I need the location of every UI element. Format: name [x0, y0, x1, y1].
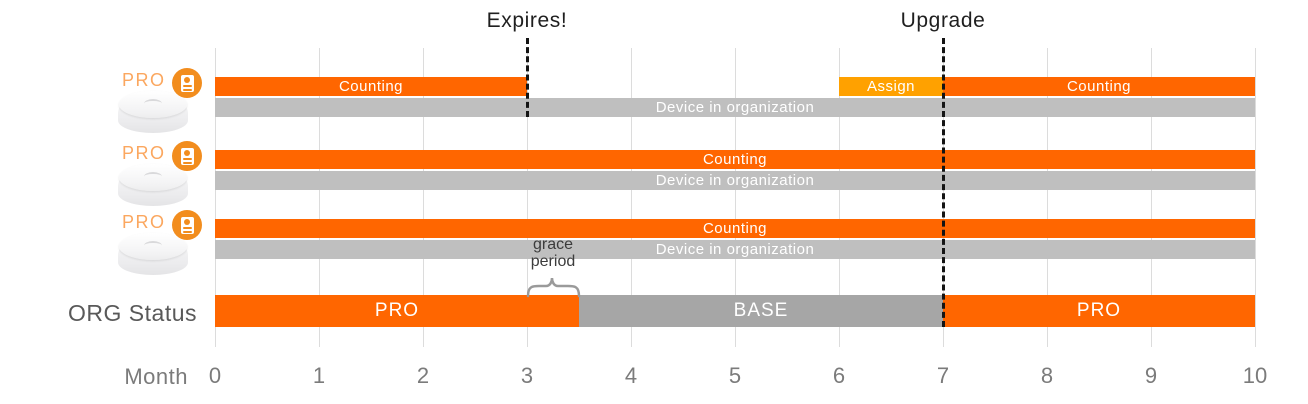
month-gridline — [1254, 48, 1256, 347]
expires-label: Expires! — [486, 9, 568, 32]
month-gridline — [1046, 48, 1048, 347]
license-seal-glyph — [184, 149, 190, 156]
month-tick-label: 9 — [1144, 363, 1158, 388]
license-text-line — [182, 84, 192, 87]
device-puck-slot — [144, 99, 162, 108]
month-axis-label: Month — [124, 364, 188, 389]
license-document-glyph — [180, 74, 194, 92]
device-puck-slot — [144, 241, 162, 250]
org-status-segment: PRO — [943, 295, 1255, 327]
grace-period-label: grace period — [531, 236, 575, 270]
month-tick-label: 3 — [520, 363, 534, 388]
org-status-segment: PRO — [215, 295, 579, 327]
org-status-segment: BASE — [579, 295, 943, 327]
pro-badge-label: PRO — [122, 143, 166, 163]
month-tick-label: 1 — [312, 363, 326, 388]
device-puck-icon — [118, 233, 188, 277]
month-gridline — [318, 48, 320, 347]
license-segment: Counting — [215, 219, 1255, 238]
license-segment: Assign — [839, 77, 943, 96]
month-gridline — [422, 48, 424, 347]
month-gridline — [526, 48, 528, 347]
license-icon — [172, 68, 202, 98]
grace-period-brace — [526, 277, 581, 298]
device-puck-top — [119, 233, 187, 260]
device-puck-top — [119, 91, 187, 118]
upgrade-dashed-line — [941, 38, 945, 327]
month-gridline — [630, 48, 632, 347]
month-tick-label: 5 — [728, 363, 742, 388]
month-gridline — [734, 48, 736, 347]
license-text-line — [182, 157, 192, 160]
month-gridline — [838, 48, 840, 347]
license-segment: Counting — [943, 77, 1255, 96]
license-icon — [172, 141, 202, 171]
presence-segment: Device in organization — [215, 171, 1255, 190]
license-icon — [172, 210, 202, 240]
month-tick-label: 6 — [832, 363, 846, 388]
license-seal-glyph — [184, 218, 190, 225]
pro-badge-label: PRO — [122, 70, 166, 90]
upgrade-label: Upgrade — [900, 9, 986, 32]
device-puck-slot — [144, 172, 162, 181]
license-text-line — [182, 230, 192, 233]
expires-dashed-line — [525, 38, 529, 117]
license-text-line — [182, 88, 192, 91]
license-seal-glyph — [184, 76, 190, 83]
pro-badge-label: PRO — [122, 212, 166, 232]
presence-segment: Device in organization — [215, 240, 1255, 259]
month-gridline — [214, 48, 216, 347]
license-segment: Counting — [215, 77, 527, 96]
license-text-line — [182, 161, 192, 164]
grace-period-label-line1: grace — [532, 236, 574, 253]
device-puck-top — [119, 164, 187, 191]
month-tick-label: 8 — [1040, 363, 1054, 388]
device-puck-icon — [118, 91, 188, 135]
month-tick-label: 0 — [208, 363, 222, 388]
org-status-label: ORG Status — [68, 300, 197, 326]
grace-period-label-line2: period — [530, 253, 576, 270]
license-text-line — [182, 226, 192, 229]
month-tick-label: 10 — [1242, 363, 1268, 388]
device-puck-icon — [118, 164, 188, 208]
license-segment: Counting — [215, 150, 1255, 169]
month-gridline — [1150, 48, 1152, 347]
month-tick-label: 7 — [936, 363, 950, 388]
month-tick-label: 2 — [416, 363, 430, 388]
license-document-glyph — [180, 147, 194, 165]
license-document-glyph — [180, 216, 194, 234]
presence-segment: Device in organization — [215, 98, 1255, 117]
month-tick-label: 4 — [624, 363, 638, 388]
